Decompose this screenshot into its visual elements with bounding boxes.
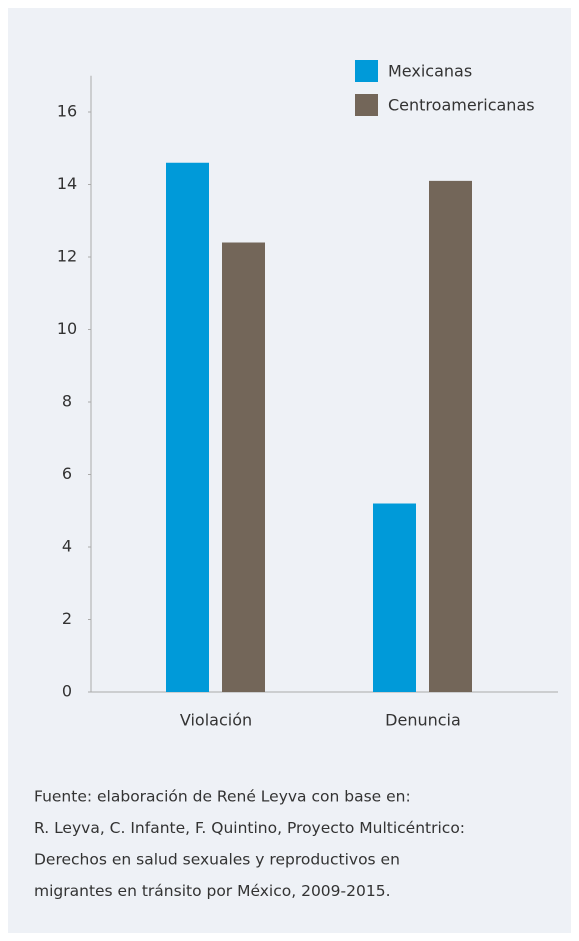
- y-tick-label: 4: [62, 537, 72, 556]
- y-tick-label: 14: [57, 174, 77, 193]
- x-tick-label: Denuncia: [385, 711, 461, 730]
- legend-swatch: [355, 94, 378, 116]
- source-line: migrantes en tránsito por México, 2009-2…: [34, 882, 391, 900]
- y-tick-label: 2: [62, 609, 72, 628]
- bar: [429, 180, 472, 692]
- legend-swatch: [355, 60, 378, 82]
- source-line: Fuente: elaboración de René Leyva con ba…: [34, 788, 411, 806]
- bar: [166, 162, 209, 692]
- y-tick-label: 0: [62, 682, 72, 701]
- legend-label: Mexicanas: [388, 62, 472, 81]
- y-tick-label: 8: [62, 392, 72, 411]
- legend-label: Centroamericanas: [388, 96, 535, 115]
- y-tick-label: 12: [57, 247, 77, 266]
- source-line: R. Leyva, C. Infante, F. Quintino, Proye…: [34, 819, 465, 837]
- bar: [222, 242, 265, 692]
- source-line: Derechos en salud sexuales y reproductiv…: [34, 851, 400, 869]
- panel: [8, 8, 571, 933]
- bar: [373, 503, 416, 692]
- x-tick-label: Violación: [180, 711, 252, 730]
- y-tick-label: 16: [57, 102, 77, 121]
- y-tick-label: 6: [62, 464, 72, 483]
- y-tick-label: 10: [57, 319, 77, 338]
